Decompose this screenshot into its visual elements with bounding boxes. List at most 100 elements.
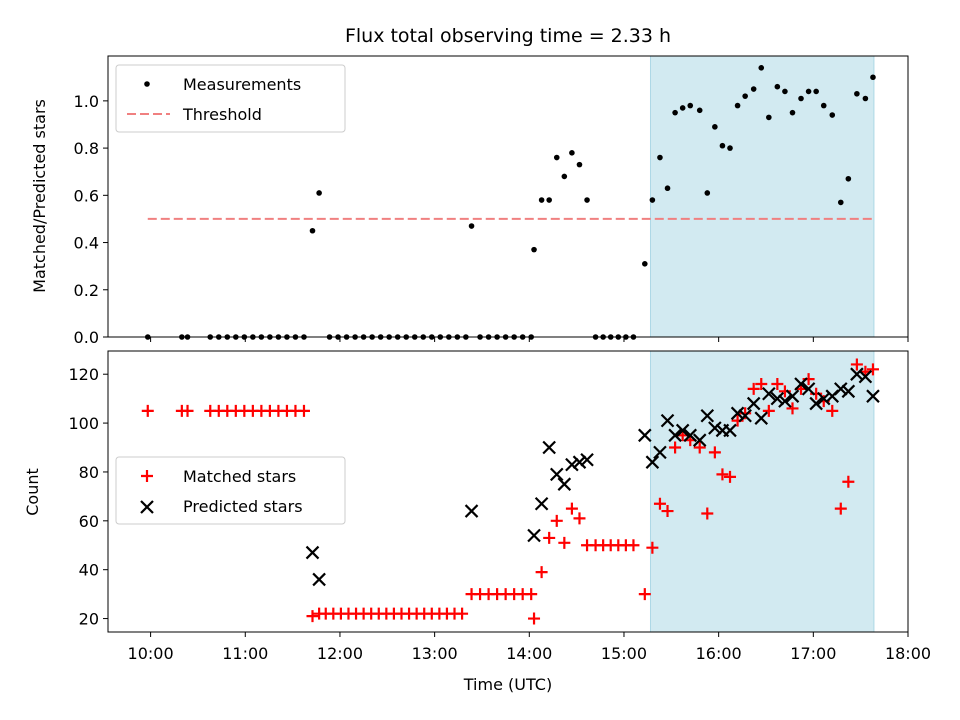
predicted-star-point	[580, 452, 594, 467]
y-tick-label: 80	[79, 463, 99, 482]
predicted-star-point	[668, 428, 682, 443]
predicted-star-point	[754, 411, 769, 425]
matched-star-point	[306, 610, 319, 623]
predicted-star-point	[312, 572, 326, 587]
matched-star-point	[528, 612, 541, 625]
legend-matched-marker	[141, 470, 153, 482]
predicted-star-point	[801, 382, 816, 396]
matched-star-point	[627, 539, 640, 552]
predicted-star-point	[534, 496, 549, 511]
predicted-star-point	[785, 389, 800, 403]
measurement-point	[805, 88, 812, 95]
measurement-point	[553, 154, 560, 161]
predicted-star-point	[527, 528, 541, 543]
predicted-star-point	[557, 477, 572, 491]
matched-star-point	[842, 475, 855, 488]
y-tick-label: 20	[79, 610, 99, 629]
measurement-point	[672, 109, 678, 116]
bottom-y-ticks: 20 40 60 80 100 120	[68, 365, 108, 629]
measurement-point	[845, 175, 852, 182]
top-x-ticks	[150, 337, 909, 342]
measurement-point	[829, 112, 836, 118]
predicted-star-point	[809, 396, 823, 411]
measurement-point	[862, 95, 869, 102]
matched-star-point	[653, 497, 666, 510]
x-tick-label: 14:00	[506, 644, 552, 663]
predicted-star-point	[700, 408, 715, 423]
measurement-point	[584, 197, 590, 203]
measurement-point	[742, 93, 748, 99]
predicted-star-point	[850, 367, 864, 381]
y-tick-label: 120	[68, 365, 99, 384]
matched-star-point	[573, 512, 586, 525]
matched-star-point	[525, 588, 538, 601]
top-legend-box	[115, 64, 346, 133]
y-tick-label: 60	[79, 512, 99, 531]
matched-star-point	[693, 441, 706, 454]
predicted-star-point	[834, 382, 848, 396]
matched-star-point	[786, 402, 799, 415]
x-tick-label: 13:00	[412, 644, 458, 663]
top-data-points	[144, 65, 876, 340]
bottom-xlabel: Time (UTC)	[463, 675, 552, 694]
matched-star-point	[866, 363, 879, 376]
measurement-point	[734, 102, 741, 109]
bottom-axes-frame	[107, 350, 909, 633]
predicted-star-point	[770, 391, 785, 406]
matched-star-point	[535, 566, 548, 579]
measurement-point	[468, 223, 475, 229]
matched-star-point	[565, 502, 578, 515]
predicted-star-point	[565, 457, 579, 472]
predicted-star-point	[683, 428, 698, 443]
bottom-data-points	[141, 358, 880, 625]
measurement-point	[679, 105, 686, 111]
predicted-star-point	[816, 391, 831, 406]
matched-star-point	[543, 531, 556, 544]
predicted-star-point	[778, 394, 792, 408]
predicted-star-point	[305, 545, 320, 560]
predicted-star-point	[762, 386, 776, 401]
legend-measurements-label: Measurements	[183, 75, 301, 94]
predicted-star-point	[675, 423, 690, 438]
predicted-star-point	[692, 433, 707, 447]
measurement-point	[546, 197, 552, 203]
measurement-point	[561, 173, 568, 180]
matched-star-point	[456, 607, 469, 620]
matched-star-point	[141, 404, 154, 417]
measurement-point	[704, 190, 711, 196]
measurement-point	[309, 227, 316, 234]
matched-star-point	[762, 404, 775, 417]
matched-star-point	[297, 404, 310, 417]
matched-star-point	[708, 446, 721, 459]
measurement-point	[649, 197, 656, 203]
matched-star-point	[850, 358, 863, 371]
measurement-point	[766, 114, 772, 121]
predicted-star-point	[660, 413, 675, 428]
predicted-star-point	[723, 423, 737, 438]
measurement-point	[687, 102, 694, 109]
matched-star-point	[181, 404, 194, 417]
measurement-point	[712, 124, 718, 130]
measurement-point	[538, 197, 545, 203]
predicted-star-point	[858, 369, 873, 384]
matched-star-point	[771, 377, 784, 390]
predicted-star-point	[746, 396, 761, 411]
measurement-point	[576, 161, 583, 168]
predicted-star-point	[464, 504, 479, 518]
measurement-point	[569, 150, 575, 156]
y-tick-label: 0.6	[74, 186, 99, 205]
x-tick-label: 15:00	[601, 644, 647, 663]
matched-star-point	[834, 502, 847, 515]
matched-star-point	[669, 441, 682, 454]
predicted-star-point	[730, 406, 745, 421]
y-tick-label: 0.2	[74, 281, 99, 300]
measurement-point	[789, 109, 796, 116]
bottom-legend-box	[115, 456, 346, 525]
predicted-star-point	[549, 467, 564, 482]
y-tick-label: 1.0	[74, 92, 99, 111]
measurement-point	[696, 107, 703, 114]
matched-star-point	[701, 507, 714, 520]
top-axes-frame	[107, 55, 909, 338]
legend-measurements-marker	[144, 81, 150, 87]
